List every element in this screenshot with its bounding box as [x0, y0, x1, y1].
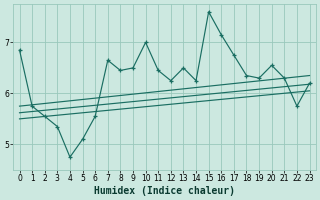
X-axis label: Humidex (Indice chaleur): Humidex (Indice chaleur) [94, 186, 235, 196]
